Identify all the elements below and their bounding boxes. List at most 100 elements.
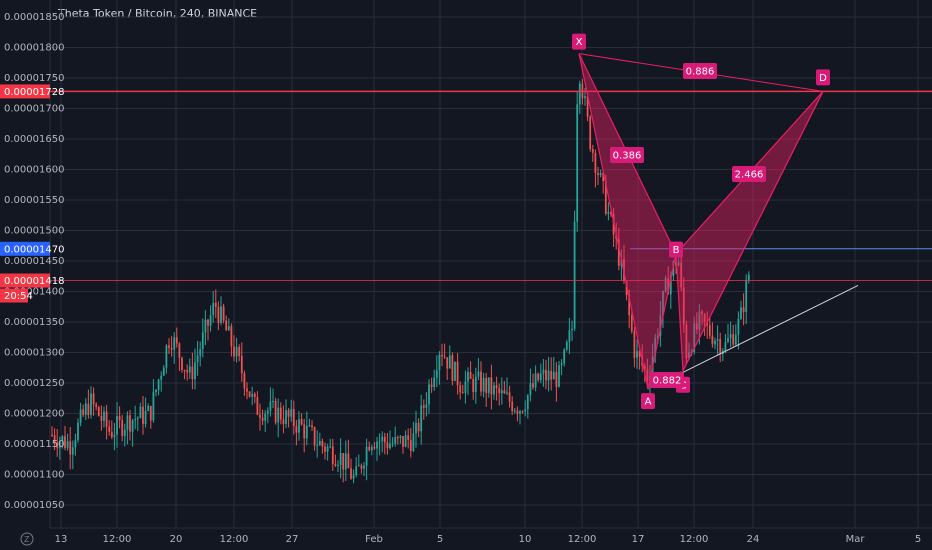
candle[interactable] <box>448 345 451 369</box>
candle[interactable] <box>264 410 267 432</box>
candle[interactable] <box>545 359 547 390</box>
candle[interactable] <box>719 332 722 363</box>
candle[interactable] <box>633 326 636 368</box>
candle[interactable] <box>727 323 729 344</box>
candle[interactable] <box>503 381 506 394</box>
candle[interactable] <box>732 324 735 347</box>
candle[interactable] <box>747 271 750 284</box>
candle[interactable] <box>259 403 261 431</box>
candle[interactable] <box>321 438 324 454</box>
candle[interactable] <box>183 369 186 380</box>
candle[interactable] <box>420 394 423 445</box>
candle[interactable] <box>298 411 300 441</box>
candle[interactable] <box>383 432 386 455</box>
candle[interactable] <box>58 436 61 460</box>
candle[interactable] <box>103 406 105 428</box>
candle[interactable] <box>412 421 415 453</box>
candle[interactable] <box>207 318 209 341</box>
ratio-label[interactable]: 0.882 <box>650 372 684 388</box>
pattern-point-b[interactable]: B <box>669 241 683 258</box>
candle[interactable] <box>313 426 316 451</box>
candle[interactable] <box>308 418 311 428</box>
candle[interactable] <box>443 343 446 359</box>
candle[interactable] <box>422 399 425 420</box>
candle[interactable] <box>430 377 433 393</box>
candle[interactable] <box>389 430 391 450</box>
candle[interactable] <box>602 171 605 194</box>
candle[interactable] <box>490 364 493 410</box>
candle[interactable] <box>305 411 308 446</box>
candle[interactable] <box>295 419 298 446</box>
candle[interactable] <box>365 438 368 481</box>
candle[interactable] <box>277 398 280 438</box>
candle[interactable] <box>607 202 610 221</box>
candle[interactable] <box>417 418 420 438</box>
candle[interactable] <box>391 437 394 448</box>
candle[interactable] <box>303 418 306 453</box>
candle[interactable] <box>555 362 558 402</box>
candle[interactable] <box>222 303 225 324</box>
candle[interactable] <box>95 402 98 411</box>
candle[interactable] <box>77 418 79 443</box>
candle[interactable] <box>711 322 714 348</box>
candle[interactable] <box>550 357 553 391</box>
candle[interactable] <box>591 144 594 162</box>
candle[interactable] <box>737 311 740 350</box>
candle[interactable] <box>251 386 254 406</box>
candle[interactable] <box>287 408 290 428</box>
candle[interactable] <box>240 342 243 382</box>
candle[interactable] <box>360 463 363 474</box>
candle[interactable] <box>500 377 503 405</box>
candle[interactable] <box>506 377 508 396</box>
candle[interactable] <box>329 438 332 449</box>
candle[interactable] <box>168 338 170 355</box>
candle[interactable] <box>636 339 638 369</box>
candle[interactable] <box>201 318 204 358</box>
candle[interactable] <box>695 312 698 334</box>
candle[interactable] <box>368 441 371 452</box>
candle[interactable] <box>526 394 529 419</box>
candle[interactable] <box>339 438 342 479</box>
candle[interactable] <box>261 409 264 426</box>
candle[interactable] <box>71 440 74 470</box>
candle[interactable] <box>734 324 737 347</box>
candle[interactable] <box>685 320 688 364</box>
candle[interactable] <box>274 397 277 425</box>
candle[interactable] <box>69 426 72 470</box>
candle[interactable] <box>84 398 87 421</box>
candle[interactable] <box>589 114 592 152</box>
candle[interactable] <box>493 382 495 400</box>
candle[interactable] <box>703 312 706 336</box>
candle[interactable] <box>66 433 69 451</box>
candle[interactable] <box>162 365 165 376</box>
candle[interactable] <box>56 429 59 457</box>
candle[interactable] <box>246 382 248 400</box>
candle[interactable] <box>269 387 272 417</box>
candle[interactable] <box>100 405 103 431</box>
candle[interactable] <box>682 277 685 333</box>
candle[interactable] <box>472 373 475 400</box>
time-axis[interactable]: 13 12:00 20 12:00 27 Feb 5 10 12:00 17 12:00 24 Mar 5 <box>50 527 932 545</box>
candle[interactable] <box>105 404 108 440</box>
candle[interactable] <box>355 457 358 478</box>
candle[interactable] <box>542 358 545 387</box>
candle[interactable] <box>233 335 235 362</box>
candle[interactable] <box>688 342 690 361</box>
ratio-label[interactable]: 0.886 <box>683 63 717 79</box>
candle[interactable] <box>272 388 274 409</box>
candle[interactable] <box>381 431 384 453</box>
candle[interactable] <box>324 442 326 460</box>
candle[interactable] <box>194 348 196 390</box>
candle[interactable] <box>599 169 602 178</box>
candle[interactable] <box>363 461 365 477</box>
candle[interactable] <box>282 405 285 434</box>
candle[interactable] <box>708 316 711 340</box>
candle[interactable] <box>524 400 527 417</box>
candle[interactable] <box>142 395 144 435</box>
candle[interactable] <box>376 436 378 461</box>
candle[interactable] <box>714 337 716 350</box>
candle[interactable] <box>534 365 537 392</box>
candle[interactable] <box>337 460 339 473</box>
candle[interactable] <box>571 320 573 341</box>
